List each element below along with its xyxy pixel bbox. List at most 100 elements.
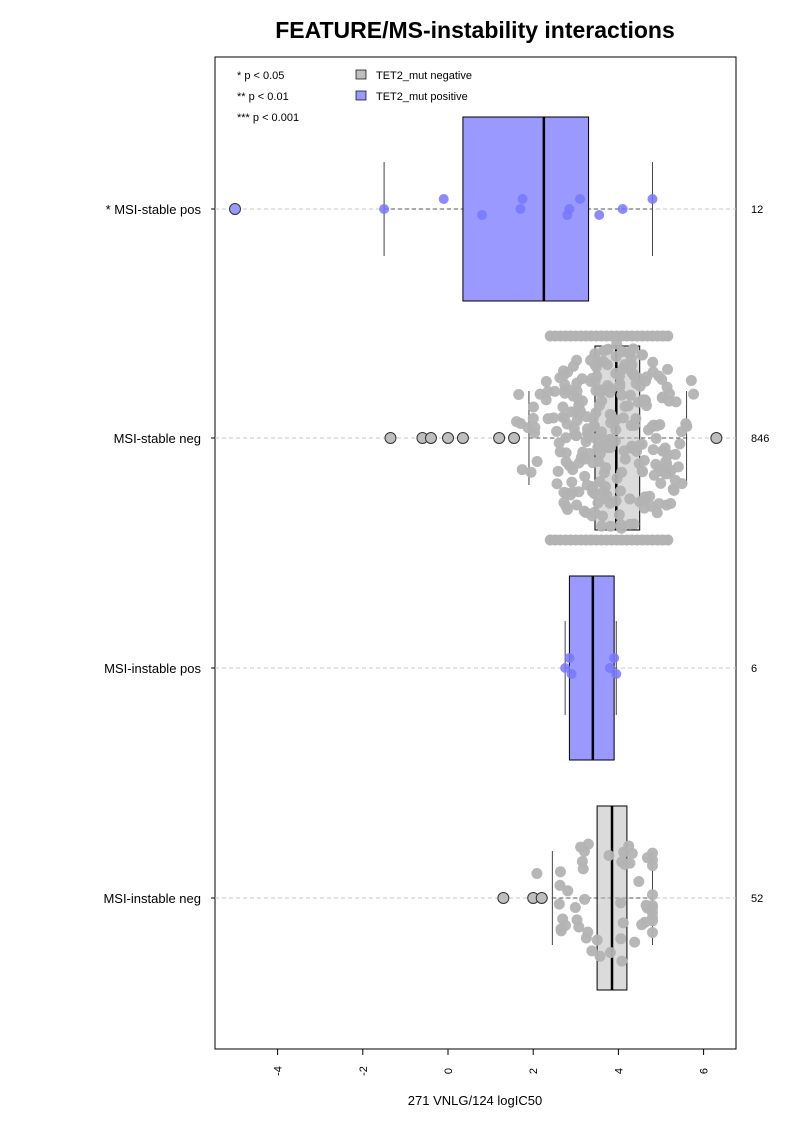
data-point: [564, 653, 575, 663]
data-point: [636, 919, 648, 931]
data-point: [564, 204, 575, 214]
y-tick-label: MSI-instable pos: [104, 661, 201, 676]
legend-label: TET2_mut negative: [376, 70, 472, 82]
data-point: [585, 354, 597, 366]
data-point: [638, 455, 650, 467]
data-point: [639, 394, 651, 406]
x-tick-label: 2: [528, 1068, 540, 1074]
grid-lines: [215, 208, 736, 899]
data-point: [625, 389, 637, 401]
data-point: [560, 663, 571, 673]
data-point: [576, 855, 588, 867]
n-label: 12: [751, 204, 763, 216]
data-point: [548, 412, 560, 424]
data-point: [578, 505, 590, 517]
data-point: [553, 898, 565, 910]
data-point: [587, 457, 599, 469]
data-point: [527, 412, 539, 424]
data-point: [609, 435, 621, 447]
data-point: [630, 378, 642, 390]
data-point: [586, 510, 598, 522]
y-tick-label: * MSI-stable pos: [106, 202, 202, 217]
outlier-point: [710, 432, 723, 444]
data-point: [611, 338, 623, 350]
significance-label: ** p < 0.01: [237, 91, 289, 103]
data-point: [657, 391, 669, 403]
data-point: [669, 474, 681, 486]
data-point: [477, 210, 488, 220]
data-point: [623, 347, 635, 359]
n-label: 846: [751, 433, 769, 445]
data-point: [582, 926, 594, 938]
data-point: [660, 499, 672, 511]
data-point: [619, 453, 631, 465]
data-point: [610, 414, 622, 426]
outlier-point: [229, 203, 241, 215]
data-point: [516, 464, 528, 476]
data-point: [594, 476, 606, 488]
data-point: [571, 914, 583, 926]
data-point: [611, 669, 622, 679]
data-point: [601, 440, 613, 452]
data-point: [586, 486, 598, 498]
data-point: [646, 889, 658, 901]
data-point: [594, 950, 606, 962]
data-point: [646, 860, 658, 872]
data-point: [596, 520, 608, 532]
data-point: [667, 483, 679, 495]
data-point: [574, 405, 586, 417]
data-point: [575, 194, 586, 204]
x-tick-label: 0: [443, 1068, 455, 1074]
data-point: [379, 204, 390, 214]
data-point: [685, 374, 697, 386]
data-point: [579, 893, 591, 905]
data-point: [554, 866, 566, 878]
data-point: [633, 440, 645, 452]
x-tick-label: 6: [699, 1068, 711, 1074]
data-point: [592, 442, 604, 454]
data-point: [609, 653, 620, 663]
n-label: 6: [751, 663, 757, 675]
data-point: [646, 900, 658, 912]
data-point: [662, 363, 674, 375]
data-point: [610, 495, 622, 507]
outlier-point: [384, 432, 397, 444]
boxes: [383, 116, 688, 991]
data-point: [615, 897, 627, 909]
x-tick-label: -4: [273, 1066, 285, 1076]
data-point: [560, 447, 572, 459]
data-point: [596, 395, 608, 407]
data-point: [592, 497, 604, 509]
data-point: [614, 485, 626, 497]
data-point: [633, 875, 645, 887]
data-point: [586, 945, 598, 957]
data-point: [566, 669, 577, 679]
data-point: [598, 384, 610, 396]
data-point: [579, 470, 591, 482]
data-point: [531, 867, 543, 879]
data-point: [670, 396, 682, 408]
data-point: [617, 917, 629, 929]
significance-label: *** p < 0.001: [237, 112, 299, 124]
data-point: [569, 902, 581, 914]
data-point: [515, 204, 526, 214]
data-point: [650, 432, 662, 444]
data-point: [569, 428, 581, 440]
data-point: [531, 456, 543, 468]
data-point: [517, 194, 528, 204]
data-point: [638, 502, 650, 514]
data-point: [647, 194, 658, 204]
data-point: [669, 448, 681, 460]
data-point: [636, 465, 648, 477]
data-point: [605, 520, 617, 532]
outlier-point: [424, 432, 437, 444]
legend-swatch: [355, 90, 367, 101]
data-point: [616, 955, 628, 967]
outlier-point: [442, 432, 454, 444]
data-point: [651, 420, 663, 432]
data-point: [653, 370, 665, 382]
outlier-point: [497, 892, 510, 904]
data-point: [540, 394, 552, 406]
data-point: [540, 376, 552, 388]
